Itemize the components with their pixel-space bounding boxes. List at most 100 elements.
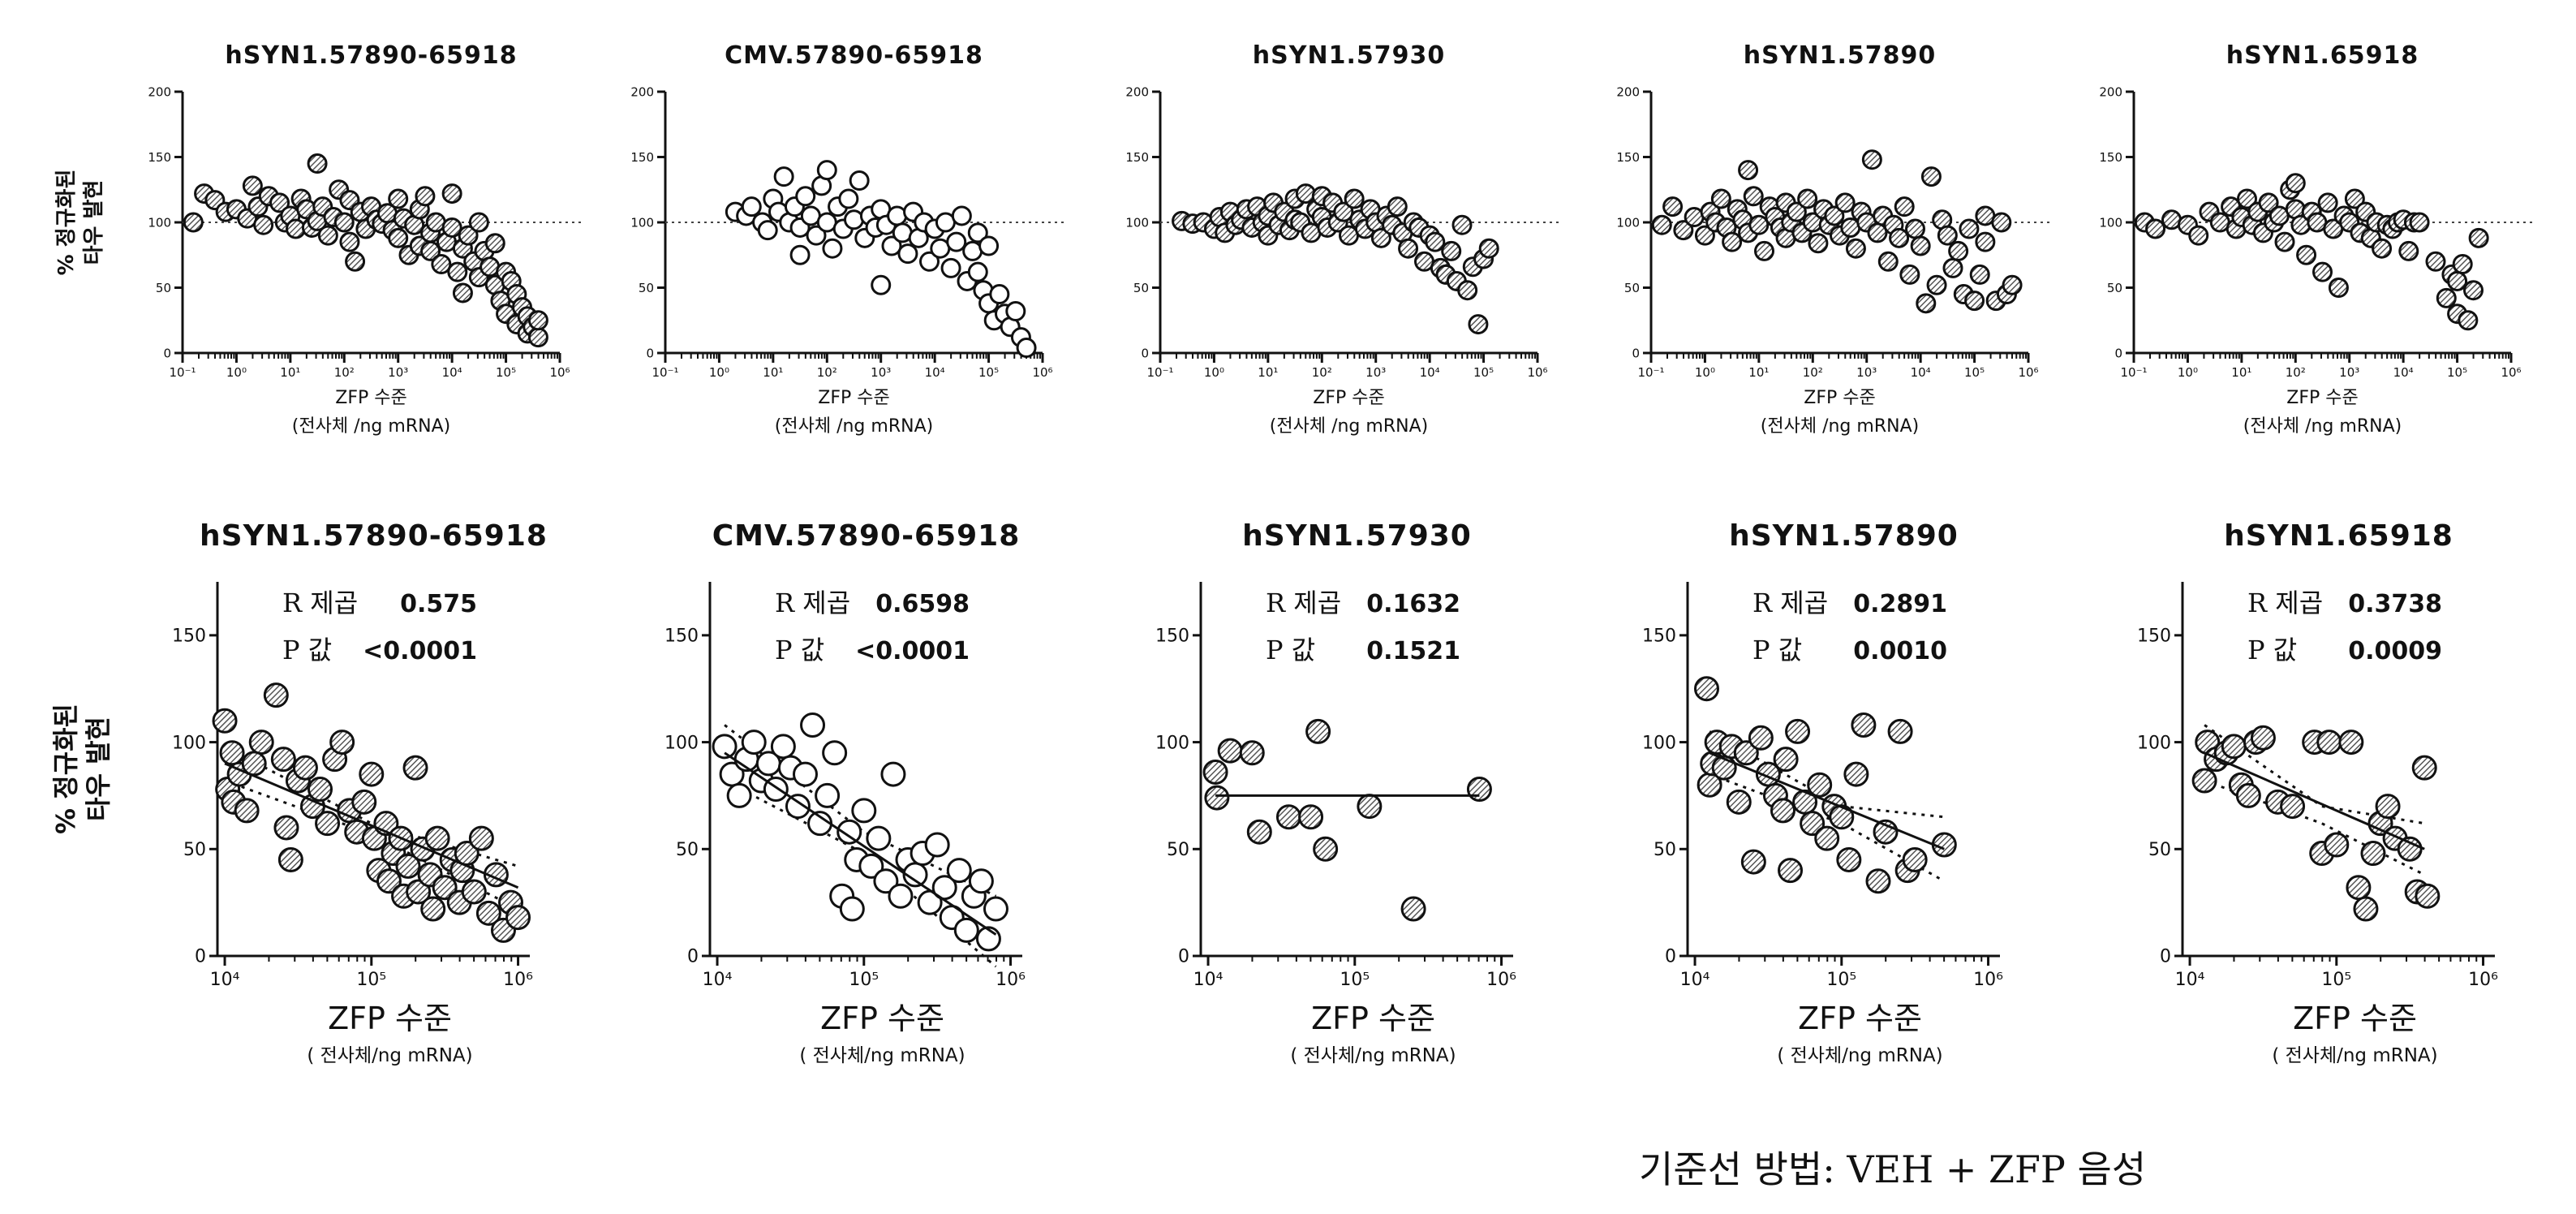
chart-top-2-y-tick-label: 200 <box>630 84 654 99</box>
chart-top-5-xlabel: ZFP 수준 <box>2286 388 2358 408</box>
chart-bottom-4-data-point <box>1851 712 1877 738</box>
chart-top-4-y-tick-label: 100 <box>1616 215 1640 230</box>
chart-bottom-5-data-point <box>2338 730 2364 756</box>
chart-bottom-5-y-tick-label: 0 <box>2160 947 2171 967</box>
chart-bottom-3-y-tick-label: 50 <box>1167 840 1189 860</box>
chart-top-4-x-tick-label: 10³ <box>1856 365 1877 380</box>
chart-top-1-x-tick-label: 10⁶ <box>549 365 570 380</box>
chart-bottom-3-r-squared-value: 0.1632 <box>1366 590 1460 618</box>
chart-top-5-x-tick-label: 10⁶ <box>2501 365 2521 380</box>
chart-bottom-4-data-point <box>1800 811 1826 837</box>
chart-top-2-data-point <box>757 220 778 241</box>
chart-top-2-x-tick-label: 10⁴ <box>925 365 945 380</box>
chart-top-1-ylabel-line: % 정규화된 <box>54 170 79 276</box>
chart-bottom-4-data-point <box>1773 747 1799 773</box>
chart-bottom-1-fit-line <box>224 762 519 889</box>
chart-bottom-4-data-point <box>1733 740 1759 766</box>
chart-bottom-3-x-tick-label: 10⁵ <box>1340 970 1370 990</box>
chart-bottom-2-data-point <box>712 734 738 760</box>
chart-top-4-x-tick-label: 10⁶ <box>2018 365 2038 380</box>
chart-bottom-1-xlabel: ZFP 수준 <box>328 1001 452 1036</box>
chart-bottom-3-y-tick-label: 150 <box>1155 626 1189 647</box>
chart-top-4-data-point <box>1905 218 1925 239</box>
chart-top-5-data-point <box>2398 240 2419 261</box>
chart-bottom-5-data-point <box>2316 730 2342 756</box>
chart-bottom-2-data-point <box>822 740 848 766</box>
chart-top-5-x-tick-label: 10⁴ <box>2393 365 2414 380</box>
chart-top-1-y-tick-label: 0 <box>163 346 171 360</box>
chart-bottom-4-y-tick-label: 50 <box>1654 840 1676 860</box>
chart-top-4-data-point <box>1899 264 1920 285</box>
chart-top-5-title: hSYN1.65918 <box>2226 41 2419 70</box>
chart-bottom-1-y-tick-label: 100 <box>172 733 206 753</box>
chart-top-3-data-point <box>1398 238 1419 259</box>
chart-bottom-1-ylabel-line: 타우 발현 <box>83 717 114 821</box>
chart-top-1-data-point <box>468 212 489 233</box>
chart-top-1-data-point <box>345 251 366 272</box>
chart-top-5-data-point <box>2317 192 2338 213</box>
chart-bottom-2-r-squared-value: 0.6598 <box>875 590 970 618</box>
chart-top-2-data-point <box>887 205 908 226</box>
chart-bottom-4-x-tick-label: 10⁶ <box>1973 970 2003 990</box>
chart-bottom-3-data-point <box>1246 819 1272 845</box>
chart-bottom-2-p-value-value: <0.0001 <box>855 637 970 665</box>
chart-bottom-1-data-point <box>219 740 245 766</box>
chart-top-4-xlabel-unit: (전사체 /ng mRNA) <box>1761 416 1919 437</box>
chart-bottom-4-data-point <box>1814 825 1840 851</box>
chart-top-2-data-point <box>871 274 892 295</box>
chart-top-2-data-point <box>773 166 794 187</box>
chart-top-4-y-tick-label: 150 <box>1616 150 1640 165</box>
chart-top-5-data-point <box>2409 212 2430 233</box>
chart-top-4-data-point <box>1894 196 1915 217</box>
chart-top-3-y-tick-label: 100 <box>1125 215 1149 230</box>
chart-top-1-x-tick-label: 10³ <box>388 365 408 380</box>
chart-bottom-5-data-point <box>2221 734 2247 760</box>
chart-bottom-4-x-tick-label: 10⁴ <box>1680 970 1710 990</box>
chart-bottom-3-xlabel-unit: ( 전사체/ng mRNA) <box>1290 1045 1456 1066</box>
chart-top-2-x-tick-label: 10⁶ <box>1032 365 1052 380</box>
chart-bottom-1-data-point <box>475 900 501 926</box>
chart-bottom-2-data-point <box>815 782 841 808</box>
chart-bottom-1-x-tick-label: 10⁴ <box>210 970 240 990</box>
chart-top-3-data-point <box>1333 201 1354 222</box>
chart-top-5-data-point <box>2447 270 2468 291</box>
chart-bottom-2-data-point <box>800 712 826 738</box>
chart-top-2-data-point <box>1016 338 1037 359</box>
chart-top-1-data-point <box>253 214 274 235</box>
chart-bottom-3-data-point <box>1313 836 1339 862</box>
chart-bottom-1-data-point <box>273 815 299 841</box>
chart-top-4-data-point <box>1991 212 2012 233</box>
chart-top-4-data-point <box>1889 227 1910 248</box>
chart-bottom-1-y-tick-label: 0 <box>195 947 206 967</box>
chart-top-4-data-point <box>1748 214 1770 235</box>
chart-top-5-data-point <box>2328 278 2349 298</box>
chart-top-3-data-point <box>1441 240 1462 261</box>
chart-top-2-data-point <box>967 222 988 243</box>
chart-bottom-4-xlabel-unit: ( 전사체/ng mRNA) <box>1777 1045 1942 1066</box>
chart-top-5-x-tick-label: 10⁰ <box>2178 365 2198 380</box>
chart-bottom-4-p-value-value: 0.0010 <box>1853 637 1947 665</box>
chart-bottom-3-xlabel: ZFP 수준 <box>1311 1001 1435 1036</box>
chart-bottom-5-x-tick-label: 10⁵ <box>2321 970 2351 990</box>
chart-bottom-2-data-point <box>924 832 950 858</box>
chart-top-2-xlabel: ZFP 수준 <box>818 388 889 408</box>
chart-bottom-5-data-point <box>2235 782 2261 808</box>
chart-bottom-5-data-point <box>2191 768 2217 794</box>
chart-top-3-y-tick-label: 200 <box>1125 84 1149 99</box>
chart-top-1-x-tick-label: 10¹ <box>280 365 300 380</box>
chart-bottom-1-title: hSYN1.57890-65918 <box>200 519 548 553</box>
chart-top-3-xlabel-unit: (전사체 /ng mRNA) <box>1270 416 1428 437</box>
chart-top-1-y-tick-label: 150 <box>148 150 171 165</box>
chart-bottom-2-p-value-label: P 값 <box>775 635 824 665</box>
chart-bottom-5-data-point <box>2346 875 2372 901</box>
chart-top-5-y-tick-label: 50 <box>2107 281 2122 295</box>
chart-bottom-4-r-squared-label: R 제곱 <box>1752 588 1828 618</box>
chart-top-2-data-point <box>881 235 902 256</box>
chart-top-2-y-tick-label: 100 <box>630 215 654 230</box>
chart-top-2-data-point <box>940 257 961 278</box>
chart-top-4-x-tick-label: 10¹ <box>1748 365 1769 380</box>
chart-top-1-y-tick-label: 100 <box>148 215 171 230</box>
chart-top-5-xlabel-unit: (전사체 /ng mRNA) <box>2243 416 2402 437</box>
chart-top-1-y-tick-label: 50 <box>156 281 171 295</box>
